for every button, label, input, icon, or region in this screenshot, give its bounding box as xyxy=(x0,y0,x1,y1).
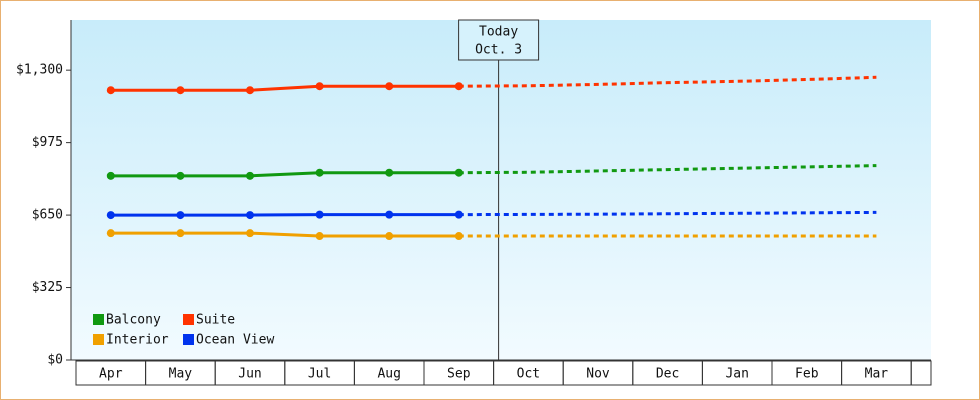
point xyxy=(246,211,254,220)
point xyxy=(385,168,394,177)
x-tick-label: Mar xyxy=(865,367,889,382)
legend-swatch xyxy=(93,334,104,345)
point xyxy=(454,82,463,91)
legend-swatch xyxy=(183,334,194,345)
point xyxy=(246,229,254,238)
x-tick-label: Nov xyxy=(586,367,610,382)
point xyxy=(454,168,463,177)
x-tick-label: May xyxy=(169,367,193,382)
point xyxy=(454,210,463,219)
point xyxy=(176,171,185,180)
series-line xyxy=(110,84,459,92)
point xyxy=(315,82,324,91)
plot-area xyxy=(71,20,931,360)
forecast-line xyxy=(458,75,877,88)
forecast-line xyxy=(458,210,877,217)
point xyxy=(385,82,394,91)
x-tick-label: Aug xyxy=(377,367,400,382)
point xyxy=(106,211,115,220)
x-tick-label: Feb xyxy=(795,367,819,382)
forecast-line xyxy=(458,164,877,175)
point xyxy=(106,171,115,180)
x-tick-label: Oct xyxy=(517,367,540,382)
point xyxy=(106,86,115,95)
legend-swatch xyxy=(183,314,194,325)
legend-label: Interior xyxy=(106,333,169,348)
y-tick-label: $325 xyxy=(32,280,63,295)
today-box xyxy=(458,19,540,61)
y-tick-label: $975 xyxy=(32,135,63,150)
x-tick-label: Jun xyxy=(238,367,261,382)
today-title: Today xyxy=(479,25,518,40)
x-tick-label: Jul xyxy=(308,367,331,382)
point xyxy=(315,232,324,241)
y-tick-label: $1,300 xyxy=(16,63,63,78)
x-tick-label: Sep xyxy=(447,367,471,382)
legend-label: Balcony xyxy=(106,313,161,328)
legend-label: Ocean View xyxy=(196,333,274,348)
point xyxy=(176,86,185,95)
point xyxy=(176,229,185,238)
point xyxy=(454,232,463,241)
series-line xyxy=(110,171,459,178)
series-line xyxy=(110,231,459,238)
legend-label: Suite xyxy=(196,313,235,328)
point xyxy=(246,86,254,95)
x-category-box xyxy=(910,360,932,386)
legend-swatch xyxy=(93,314,104,325)
point xyxy=(385,210,394,219)
x-tick-label: Dec xyxy=(656,367,679,382)
point xyxy=(315,168,324,177)
y-tick-label: $0 xyxy=(47,353,63,368)
point xyxy=(246,171,254,180)
today-date: Oct. 3 xyxy=(475,43,522,58)
point xyxy=(176,211,185,220)
y-tick-label: $650 xyxy=(32,208,63,223)
point xyxy=(385,232,394,241)
point xyxy=(106,229,115,238)
point xyxy=(315,210,324,219)
x-tick-label: Jan xyxy=(725,367,748,382)
x-tick-label: Apr xyxy=(99,367,123,382)
